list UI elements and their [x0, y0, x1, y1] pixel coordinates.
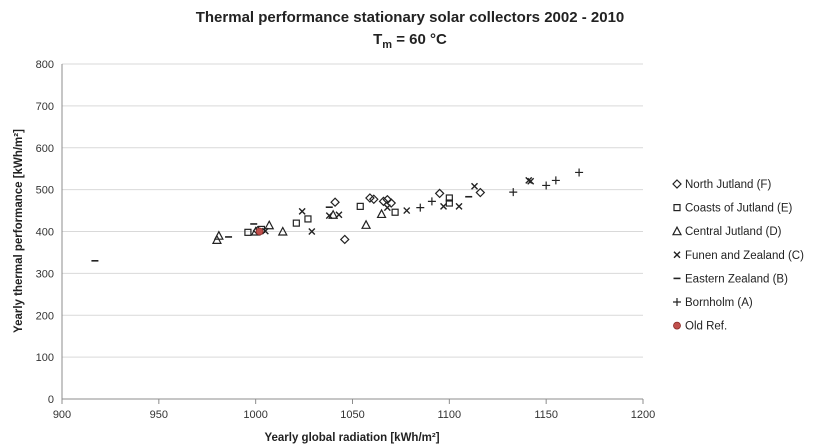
legend-item-bornholm-a: Bornholm (A) [673, 297, 753, 309]
series-coasts-of-jutland-e [244, 194, 453, 236]
chart-subtitle: Tm = 60 °C [373, 31, 447, 51]
data-point [361, 219, 372, 229]
subtitle-symbol: T [373, 31, 382, 48]
y-tick-label: 300 [36, 268, 54, 280]
legend-marker [672, 225, 682, 236]
x-tick-label: 1200 [631, 409, 655, 421]
data-point [277, 226, 288, 236]
data-point [368, 194, 379, 205]
y-tick-label: 200 [36, 310, 54, 322]
series-north-jutland-f [252, 187, 486, 245]
legend-label: Eastern Zealand (B) [685, 273, 788, 285]
legend-item-eastern-zealand-b: Eastern Zealand (B) [673, 273, 788, 285]
data-point [551, 176, 560, 185]
y-tick-label: 100 [36, 352, 54, 364]
data-point [525, 176, 533, 184]
x-tick-label: 1000 [243, 409, 267, 421]
data-point [445, 194, 453, 202]
series-funen-and-zealand-c [261, 176, 535, 235]
x-tick-label: 900 [53, 409, 71, 421]
data-point [356, 202, 364, 210]
x-axis-ticks: 900 950 1000 1050 1100 1150 1200 [53, 409, 655, 421]
data-point [244, 228, 252, 236]
legend-marker [673, 251, 681, 259]
data-point [403, 207, 411, 215]
x-tick-label: 1050 [340, 409, 364, 421]
y-tick-label: 800 [36, 59, 54, 71]
chart-title: Thermal performance stationary solar col… [196, 9, 625, 26]
data-point [308, 228, 316, 235]
x-tick-label: 1150 [534, 409, 558, 421]
data-point [575, 168, 584, 177]
legend-item-old-ref: Old Ref. [673, 321, 727, 333]
data-point [304, 215, 312, 223]
data-point [298, 207, 306, 215]
data-point [416, 203, 425, 212]
data-point [391, 208, 399, 216]
legend-item-north-jutland-f: North Jutland (F) [672, 179, 771, 191]
data-point [386, 198, 397, 208]
data-point [455, 202, 463, 210]
data-point [255, 227, 264, 236]
data-point [339, 234, 350, 245]
legend-item-coasts-of-jutland-e: Coasts of Jutland (E) [673, 203, 793, 215]
gridlines [62, 63, 643, 358]
data-point [542, 181, 551, 190]
y-tick-label: 600 [36, 143, 54, 155]
data-point [383, 204, 391, 212]
y-tick-label: 400 [36, 227, 54, 239]
data-point [330, 197, 340, 208]
data-point [378, 196, 389, 207]
legend-label: Central Jutland (D) [685, 226, 782, 238]
series-eastern-zealand-b [91, 195, 473, 262]
x-tick-label: 950 [150, 409, 168, 421]
data-point [440, 202, 448, 210]
legend-marker [672, 179, 682, 189]
y-tick-label: 500 [36, 185, 54, 197]
legend-marker [673, 204, 681, 212]
axes [61, 64, 644, 404]
data-point [213, 230, 224, 240]
data-point [434, 188, 445, 199]
legend-item-central-jutland-d: Central Jutland (D) [672, 225, 782, 238]
data-point [292, 219, 300, 227]
x-tick-label: 1100 [438, 409, 462, 421]
legend-marker [673, 298, 681, 306]
y-tick-label: 700 [36, 101, 54, 113]
legend-marker [673, 321, 681, 330]
legend: North Jutland (F) Coasts of Jutland (E) Ce… [672, 179, 804, 333]
data-point [445, 199, 453, 207]
data-points [91, 168, 584, 262]
data-point [527, 177, 535, 185]
y-axis-ticks: 0 100 200 300 400 500 600 700 800 [36, 59, 54, 406]
data-point [471, 182, 479, 190]
legend-item-funen-and-zealand-c: Funen and Zealand (C) [673, 250, 804, 262]
subtitle-subscript: m [382, 39, 392, 51]
legend-label: Bornholm (A) [685, 297, 753, 309]
legend-label: Funen and Zealand (C) [685, 250, 804, 262]
legend-label: Coasts of Jutland (E) [685, 203, 793, 215]
subtitle-value: = 60 °C [392, 31, 447, 48]
data-point [365, 193, 375, 203]
x-axis-title: Yearly global radiation [kWh/m²] [264, 432, 439, 444]
legend-label: North Jutland (F) [685, 179, 771, 191]
data-point [261, 227, 269, 235]
y-axis-title: Yearly thermal performance [kWh/m²] [13, 129, 25, 333]
data-point [475, 187, 486, 198]
y-tick-label: 0 [48, 394, 54, 406]
legend-label: Old Ref. [685, 321, 727, 333]
series-bornholm-a [416, 168, 584, 212]
series-central-jutland-d [211, 208, 387, 244]
data-point [376, 208, 387, 219]
data-point [264, 219, 275, 230]
series-old-ref [255, 227, 264, 236]
data-point [325, 212, 333, 220]
data-point [509, 188, 518, 197]
data-point [427, 197, 436, 206]
data-point [335, 211, 343, 219]
